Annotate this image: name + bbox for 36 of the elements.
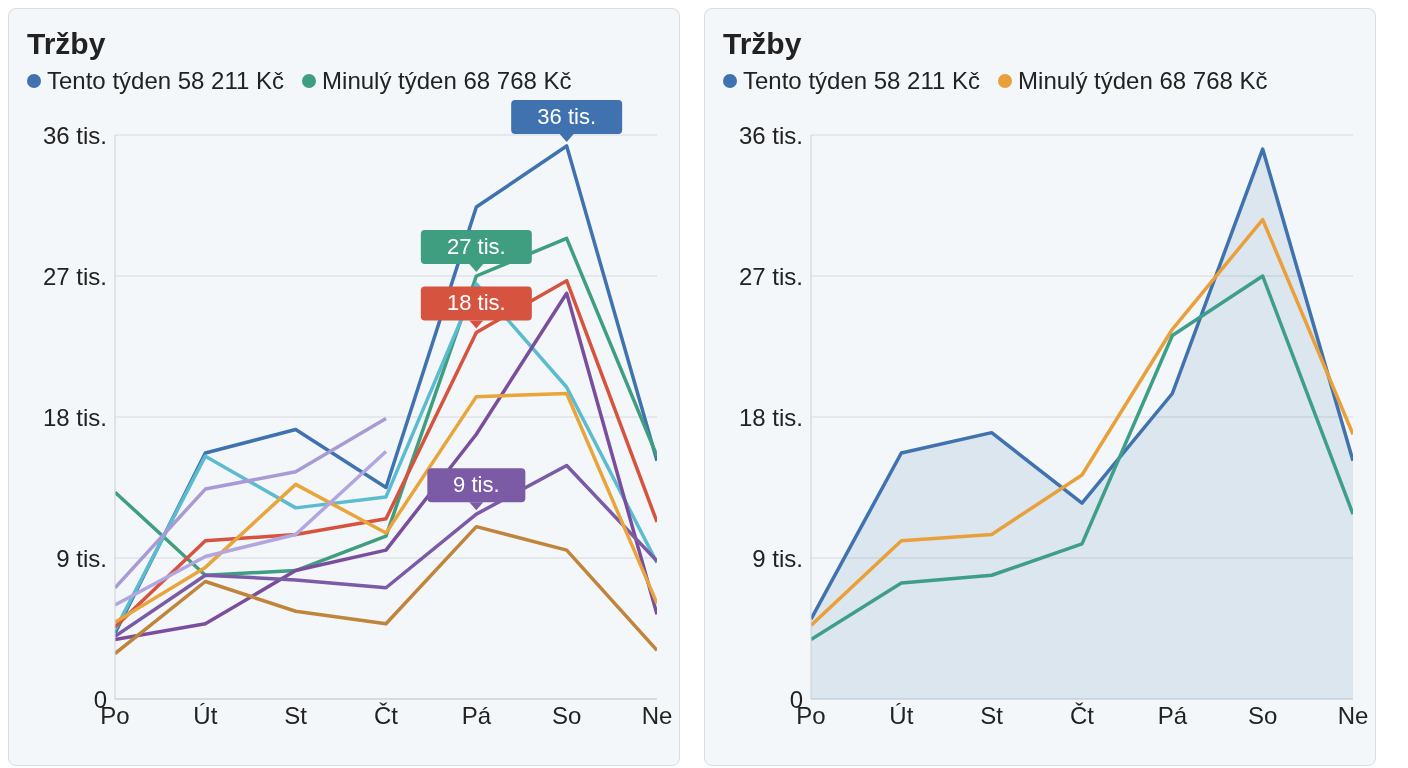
- x-tick-label: Pá: [1157, 702, 1188, 730]
- chart-title: Tržby: [27, 27, 107, 61]
- y-tick-label: 27 tis.: [42, 262, 107, 290]
- annotation: 27 tis.: [446, 234, 506, 259]
- y-tick-label: 9 tis.: [752, 544, 803, 572]
- chart-title: Tržby: [723, 27, 803, 61]
- annotation: 18 tis.: [446, 290, 506, 316]
- legend-label: Tento týden 58 211 Kč: [47, 67, 285, 95]
- y-tick-label: 27 tis.: [738, 262, 803, 290]
- y-tick-label: 9 tis.: [56, 544, 107, 572]
- legend-label: Tento týden 58 211 Kč: [743, 67, 981, 95]
- y-tick-label: 18 tis.: [42, 403, 107, 431]
- x-tick-label: Ne: [1337, 702, 1369, 730]
- x-tick-label: So: [551, 702, 582, 730]
- x-tick-label: So: [1247, 702, 1278, 730]
- line-series: [115, 524, 657, 656]
- x-tick-label: St: [980, 702, 1004, 730]
- y-tick-label: 36 tis.: [738, 121, 803, 149]
- y-tick-label: 18 tis.: [738, 403, 803, 431]
- annotation: 9 tis.: [453, 472, 500, 498]
- line-series: [811, 217, 1353, 628]
- x-tick-label: Ne: [641, 702, 673, 730]
- x-tick-label: St: [284, 702, 308, 730]
- x-tick-label: Út: [889, 702, 914, 730]
- y-tick-label: 36 tis.: [42, 121, 107, 149]
- line-series: [811, 274, 1353, 642]
- x-tick-label: Čt: [1070, 702, 1095, 730]
- x-tick-label: Út: [193, 702, 218, 730]
- line-series: [115, 391, 657, 624]
- line-series: [115, 416, 388, 590]
- x-tick-label: Pá: [461, 702, 492, 730]
- line-series: [115, 449, 388, 607]
- x-tick-label: Čt: [374, 702, 399, 730]
- annotation: 36 tis.: [537, 103, 597, 129]
- legend-label: Minulý týden 68 768 Kč: [322, 67, 572, 95]
- legend-label: Minulý týden 68 768 Kč: [1018, 67, 1268, 95]
